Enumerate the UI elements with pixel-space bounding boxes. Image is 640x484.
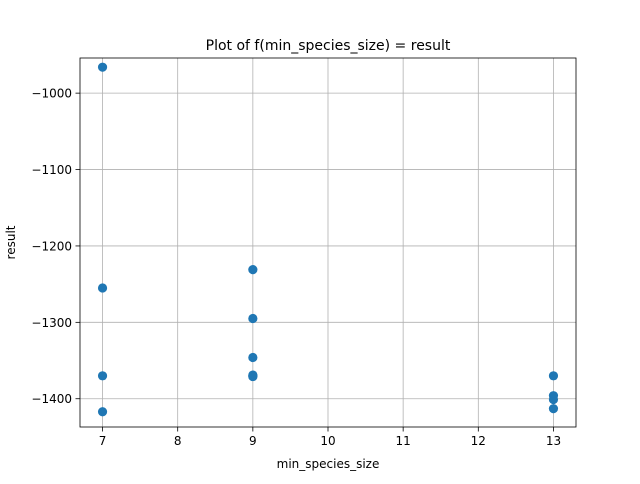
x-tick-label: 10 — [320, 434, 335, 448]
y-tick-label: −1400 — [31, 392, 72, 406]
data-points — [97, 62, 559, 417]
x-axis-label: min_species_size — [277, 457, 380, 471]
data-point — [548, 404, 559, 414]
y-tick-label: −1200 — [31, 239, 72, 253]
data-point — [248, 313, 258, 324]
y-axis-label: result — [4, 225, 18, 259]
data-point — [97, 371, 108, 381]
data-point — [548, 371, 559, 381]
chart-title: Plot of f(min_species_size) = result — [206, 38, 451, 54]
data-point — [97, 407, 108, 417]
x-tick-label: 11 — [396, 434, 411, 448]
y-tick-label: −1000 — [31, 87, 72, 101]
grid — [80, 58, 576, 427]
axis-ticks: 7 8 9 10 11 12 13 −1400 −1300 −1200 −1100 −1000 — [31, 87, 561, 448]
data-point — [548, 394, 559, 405]
y-tick-label: −1100 — [31, 163, 72, 177]
x-tick-label: 8 — [174, 434, 182, 448]
x-tick-label: 12 — [471, 434, 486, 448]
x-tick-label: 9 — [249, 434, 257, 448]
data-point — [248, 352, 258, 363]
x-tick-label: 7 — [99, 434, 107, 448]
data-point — [97, 62, 108, 72]
data-point — [248, 371, 258, 382]
data-point — [248, 265, 258, 275]
data-point — [97, 283, 108, 293]
x-tick-label: 13 — [546, 434, 561, 448]
y-tick-label: −1300 — [31, 316, 72, 330]
